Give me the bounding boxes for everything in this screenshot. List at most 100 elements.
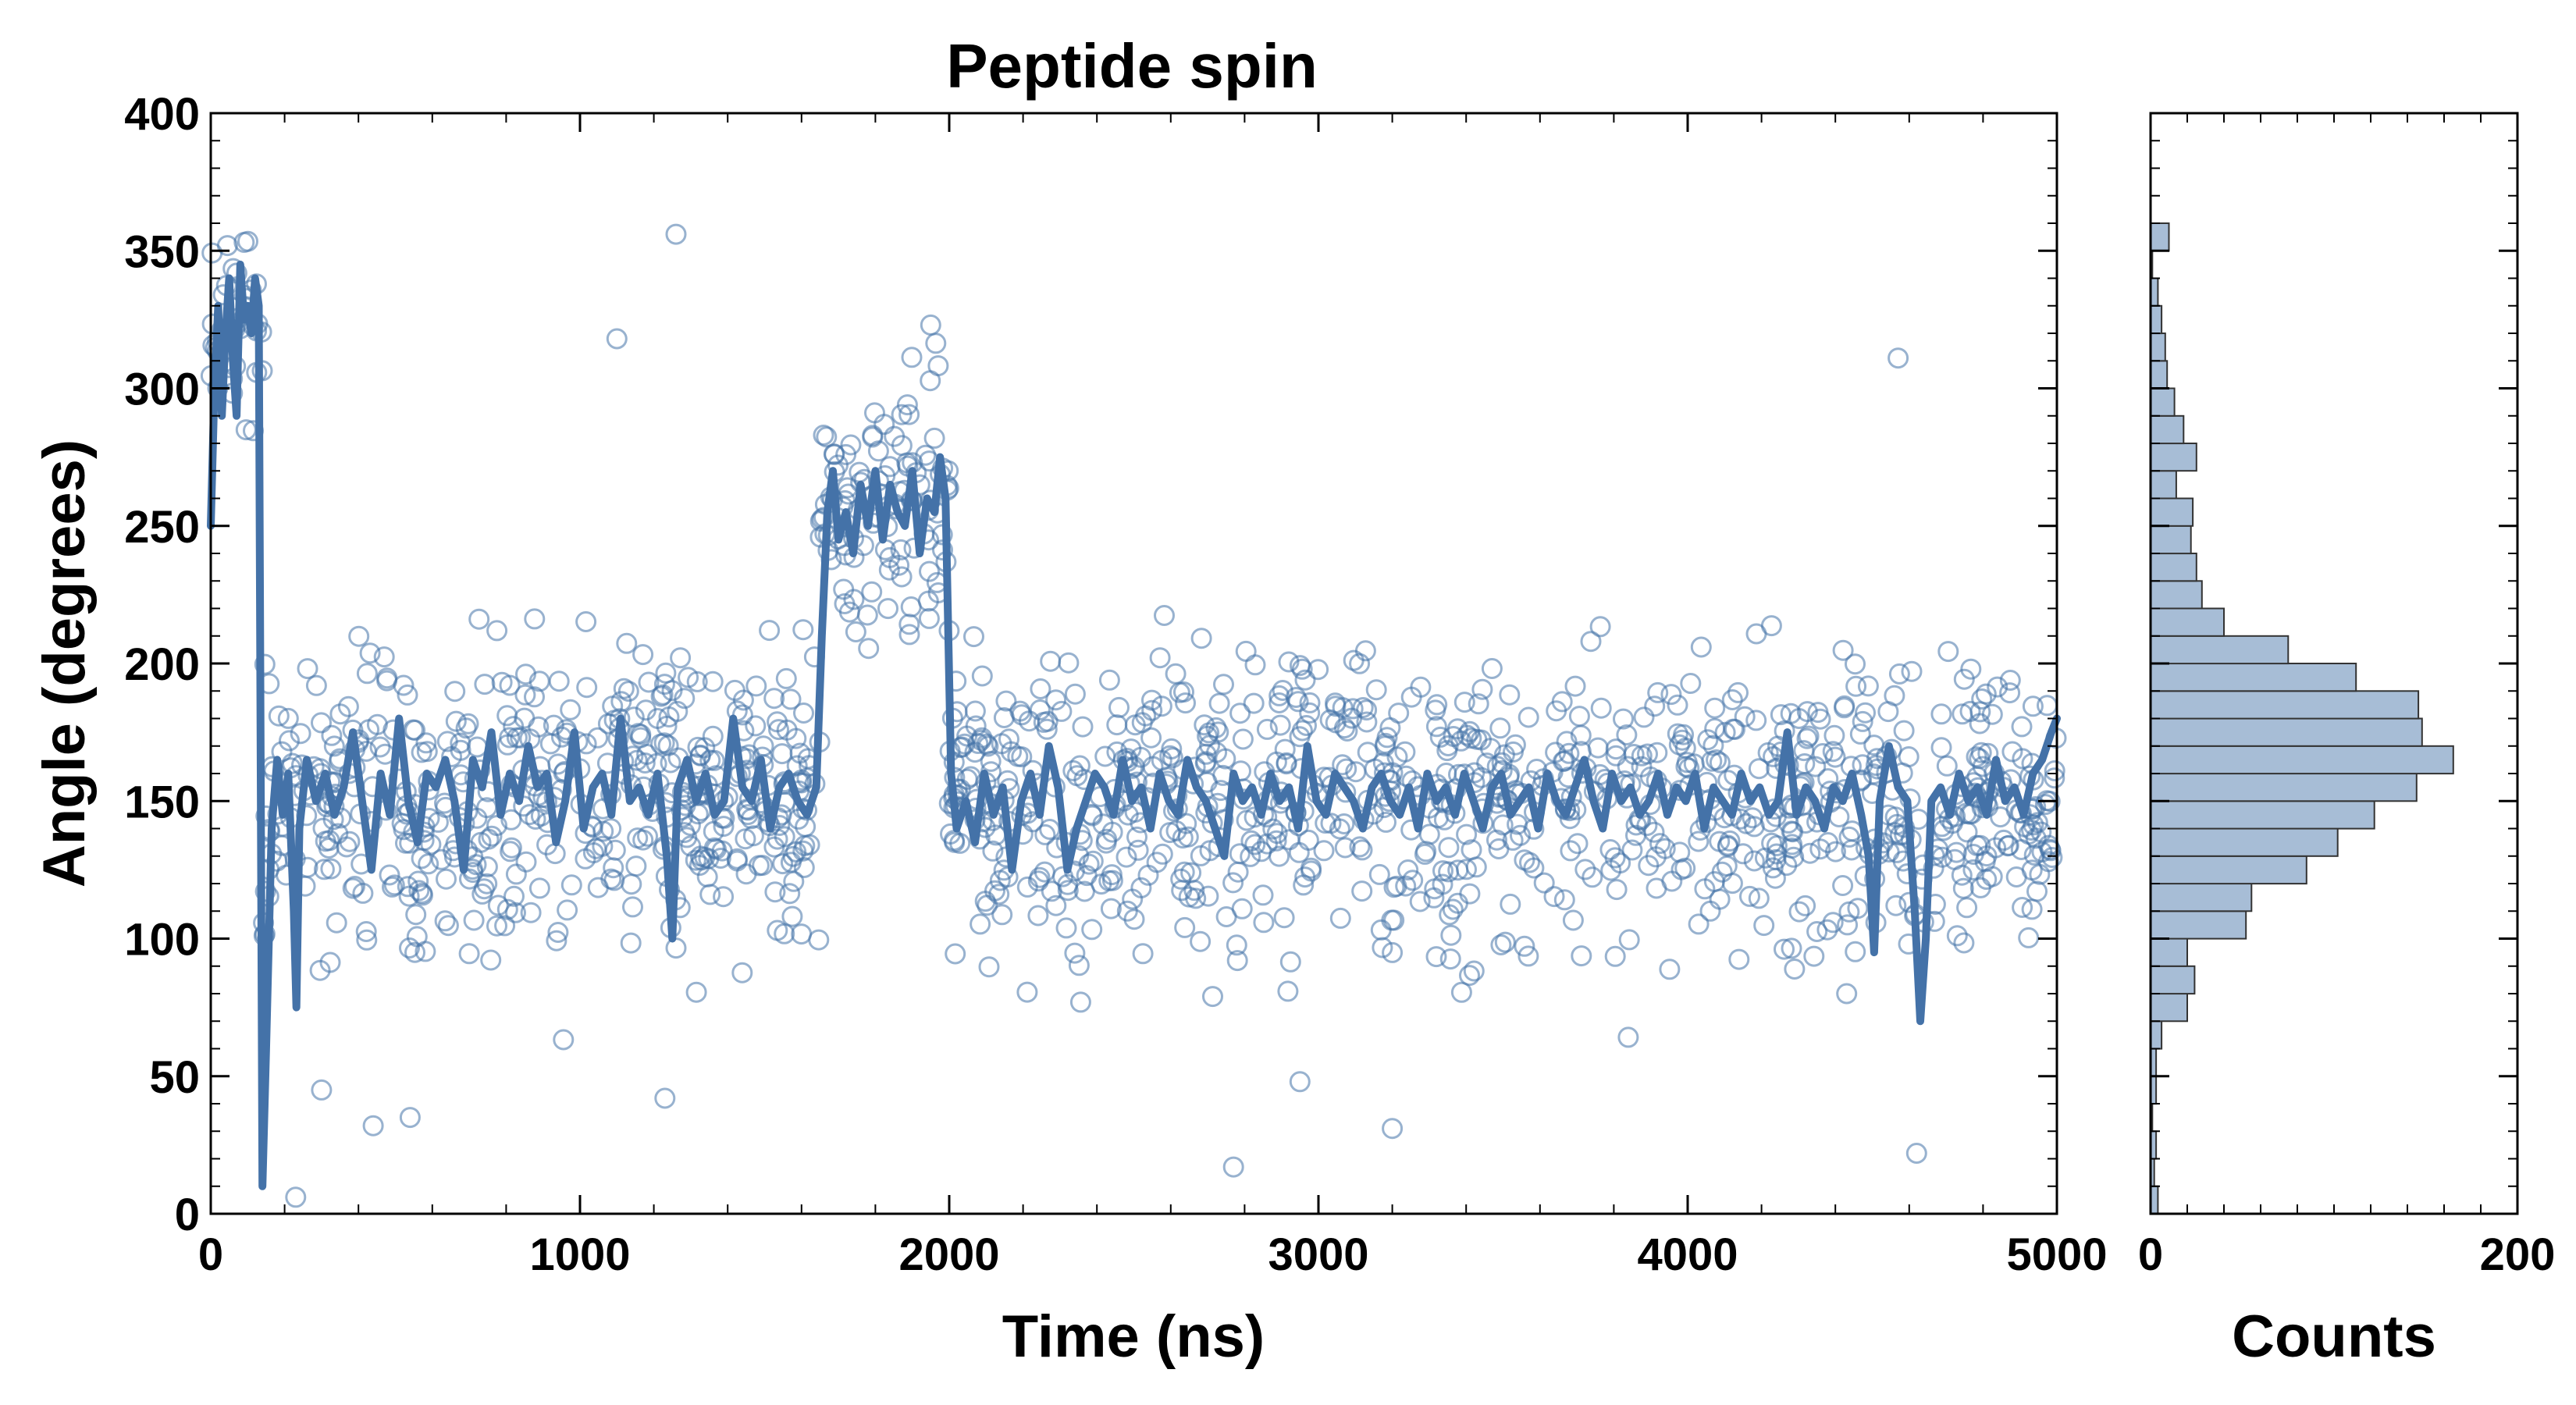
scatter-point [1796, 727, 1818, 749]
scatter-point [1739, 885, 1760, 907]
histogram-x-axis-label: Counts [2232, 1304, 2436, 1370]
scatter-point [397, 876, 418, 898]
scatter-point [1370, 919, 1392, 941]
scatter-point [763, 688, 785, 710]
scatter-point [1016, 981, 1038, 1003]
scatter-point [2022, 695, 2044, 717]
smoothed-line [207, 260, 2061, 1190]
scatter-point [1456, 823, 1478, 845]
scatter-point [1748, 758, 1770, 780]
scatter-point [1803, 945, 1825, 967]
scatter-point [1101, 870, 1123, 891]
y-tick-label: 100 [124, 915, 200, 966]
scatter-point [1463, 960, 1485, 982]
scatter-point [971, 665, 993, 687]
scatter-point [524, 686, 545, 708]
scatter-point [576, 677, 598, 699]
scatter-point [1553, 751, 1574, 772]
scatter-point [373, 646, 395, 668]
x-tick-label: 0 [198, 1229, 223, 1280]
scatter-point [1076, 865, 1098, 887]
scatter-point [279, 730, 300, 752]
hist-x-tick-label: 200 [2480, 1229, 2556, 1280]
scatter-point [1970, 742, 1992, 763]
scatter-point [1764, 867, 1786, 889]
scatter-point [1072, 716, 1094, 738]
scatter-point [359, 642, 381, 664]
scatter-point [867, 440, 889, 462]
scatter-point [1205, 717, 1227, 738]
histogram-bar [2150, 497, 2194, 527]
scatter-point [687, 736, 709, 758]
scatter-point [1268, 685, 1290, 706]
scatter-point [1805, 756, 1827, 777]
scatter-point [1553, 889, 1575, 911]
scatter-point [685, 981, 707, 1003]
scatter-point [468, 608, 490, 630]
scatter-series [200, 223, 2067, 1208]
scatter-point [964, 742, 986, 763]
scatter-point [890, 539, 912, 560]
scatter-point [1027, 870, 1049, 892]
scatter-point [1971, 688, 1993, 710]
scatter-point [548, 670, 570, 692]
scatter-point [834, 593, 856, 614]
scatter-point [984, 880, 1005, 902]
scatter-point [1998, 834, 2019, 856]
scatter-point [1898, 746, 1920, 767]
scatter-point [630, 724, 652, 745]
scatter-point [1637, 743, 1658, 765]
scatter-point [864, 402, 885, 424]
scatter-point [1291, 658, 1313, 680]
scatter-point [1761, 832, 1783, 854]
scatter-point [1459, 883, 1481, 905]
scatter-point [463, 909, 485, 931]
scatter-point [1438, 837, 1460, 859]
scatter-point [342, 877, 364, 899]
scatter-point [1446, 892, 1468, 914]
histogram-bar [2150, 635, 2290, 665]
scatter-point [1638, 855, 1660, 877]
y-tick-label: 400 [124, 89, 200, 140]
scatter-point [945, 943, 966, 965]
scatter-point [796, 799, 817, 821]
scatter-point [1680, 673, 1702, 694]
scatter-point [1822, 741, 1844, 763]
scatter-point [925, 333, 947, 354]
scatter-point [480, 949, 502, 971]
scatter-point [1823, 724, 1845, 746]
scatter-point [1568, 706, 1590, 727]
scatter-point [989, 870, 1011, 891]
scatter-point [1471, 678, 1493, 700]
scatter-point [856, 604, 878, 626]
scatter-point [1423, 887, 1445, 909]
scatter-point [1643, 821, 1665, 843]
histogram-bar [2150, 414, 2185, 445]
scatter-point [748, 855, 770, 877]
x-tick-label: 2000 [898, 1229, 999, 1280]
scatter-point [1631, 756, 1653, 777]
scatter-point [898, 624, 920, 646]
scatter-point [271, 741, 293, 763]
scatter-point [763, 836, 785, 858]
scatter-point [1313, 840, 1335, 862]
scatter-point [407, 870, 429, 892]
scatter-point [1329, 907, 1351, 929]
scatter-point [602, 695, 624, 717]
scatter-point [1574, 859, 1596, 880]
scatter-point [1670, 859, 1692, 880]
scatter-point [1009, 700, 1031, 722]
scatter-point [1649, 833, 1670, 855]
scatter-point [1489, 717, 1511, 739]
scatter-point [415, 941, 436, 962]
scatter-point [808, 929, 830, 951]
scatter-point [1116, 900, 1138, 922]
scatter-point [398, 885, 420, 907]
scatter-point [496, 705, 518, 727]
y-tick-label: 200 [124, 639, 200, 690]
scatter-point [1816, 919, 1838, 941]
scatter-point [1847, 898, 1869, 919]
scatter-point [290, 723, 311, 745]
scatter-point [444, 681, 466, 702]
scatter-point [1490, 934, 1512, 955]
